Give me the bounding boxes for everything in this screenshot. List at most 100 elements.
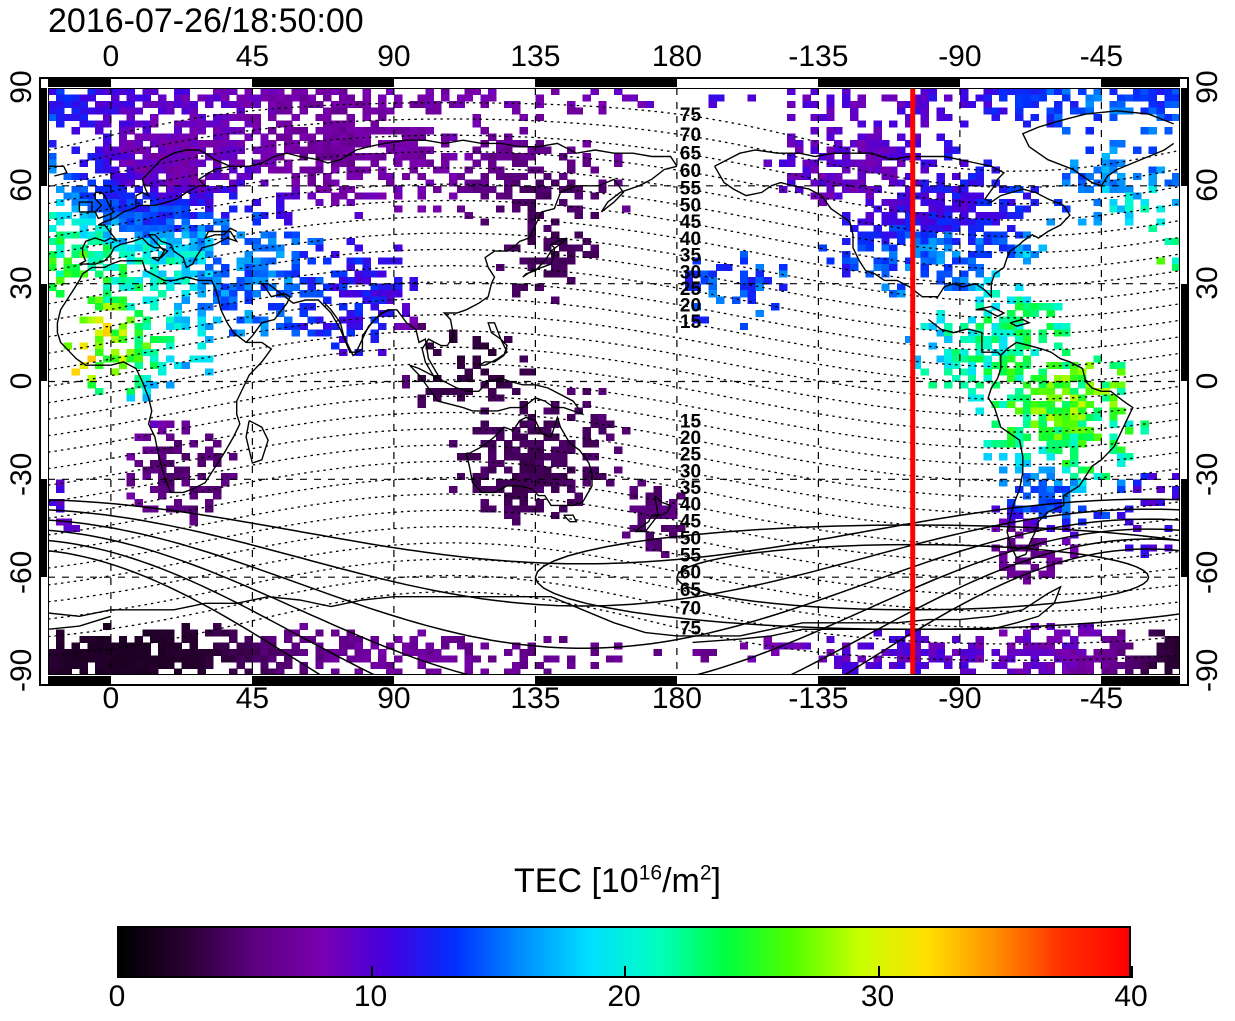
contour-value-label: 45 [680, 212, 702, 233]
colorbar-tick [877, 966, 880, 978]
x-tick-label-bottom: -45 [1079, 682, 1124, 715]
y-tick-label-left: 90 [5, 70, 38, 104]
frame-block-left [39, 479, 47, 578]
contour-value-label: 55 [680, 545, 702, 566]
contour-value-label: 35 [680, 246, 702, 267]
contour-labels: 7570656055504540353025201515202530354045… [680, 105, 702, 640]
frame-block-right [1181, 479, 1189, 578]
colorbar-title: TEC [1016/m2] [0, 862, 1235, 901]
contour-value-label: 25 [680, 445, 702, 466]
contour-value-label: 25 [680, 279, 702, 300]
contour-value-label: 30 [680, 461, 701, 482]
colorbar-tick-label: 10 [353, 980, 388, 1013]
y-tick-label-left: -60 [5, 550, 38, 595]
contour-value-label: 75 [680, 105, 702, 126]
colorbar-title-tail: /m [662, 862, 700, 900]
contour-value-label: 70 [680, 125, 701, 146]
y-tick-label-left: 30 [5, 265, 38, 300]
contour-value-label: 50 [680, 195, 701, 216]
x-tick-label-bottom: 90 [377, 682, 411, 715]
map-svg: 7570656055504540353025201515202530354045… [48, 88, 1180, 675]
colorbar-tick-label: 0 [108, 980, 126, 1013]
colorbar-tick [370, 966, 373, 978]
y-tick-label-right: 0 [1191, 372, 1224, 389]
colorbar-tick-label: 20 [607, 980, 641, 1013]
x-tick-label-bottom: -135 [788, 682, 849, 715]
contour-value-label: 50 [680, 528, 701, 549]
x-tick-label-top: 180 [651, 40, 702, 73]
contour-value-label: 75 [680, 619, 702, 640]
x-tick-label-top: -90 [938, 40, 982, 73]
contour-value-label: 15 [680, 312, 702, 333]
contour-value-label: 65 [680, 143, 702, 164]
x-tick-label-top: -135 [788, 40, 849, 73]
map-canvas: 75 70 65 60 55 50 45 40 35 30 25 20 15 15 20 25 30 35 40 45… [48, 88, 1180, 675]
y-tick-label-right: 60 [1191, 168, 1224, 202]
contour-value-label: 60 [680, 161, 701, 182]
colorbar-title-close: ] [711, 862, 721, 900]
plot-frame-right [1187, 77, 1189, 686]
frame-block-bottom [535, 676, 677, 684]
x-tick-label-bottom: 45 [235, 682, 270, 715]
x-tick-label-bottom: 135 [510, 682, 561, 715]
frame-block-right [1181, 283, 1189, 382]
y-tick-label-right: -60 [1191, 550, 1224, 595]
frame-block-bottom [818, 676, 960, 684]
y-tick-label-right: -30 [1191, 452, 1224, 497]
y-tick-label-right: -90 [1191, 648, 1224, 692]
contour-value-label: 60 [680, 563, 701, 584]
contour-value-label: 35 [680, 478, 702, 499]
y-tick-label-right: 90 [1191, 70, 1224, 104]
frame-block-top [252, 79, 394, 87]
colorbar-tick [624, 966, 626, 978]
plot-frame-bottom [39, 684, 1189, 686]
x-tick-label-bottom: -90 [938, 682, 982, 715]
page-title: 2016-07-26/18:50:00 [48, 2, 364, 40]
colorbar-title-text: TEC [10 [514, 862, 639, 900]
frame-block-left [39, 283, 47, 382]
colorbar-tick-labels: 0 10 20 30 40 [0, 980, 1235, 1020]
plot-frame-top [39, 77, 1189, 79]
contour-value-label: 40 [680, 495, 701, 516]
x-tick-label-top: 0 [102, 40, 120, 73]
colorbar-tick [1131, 966, 1133, 978]
x-axis-labels-bottom: 0 45 90 135 180 -135 -90 -45 [0, 682, 1235, 718]
plot-frame-left [39, 77, 41, 686]
colorbar[interactable] [117, 926, 1133, 978]
frame-block-top [535, 79, 677, 87]
frame-block-bottom [1101, 676, 1180, 684]
frame-block-top [1101, 79, 1180, 87]
contour-value-label: 20 [680, 296, 701, 317]
x-tick-label-top: 135 [510, 40, 561, 73]
contour-value-label: 65 [680, 580, 702, 601]
y-tick-label-left: -90 [5, 648, 38, 692]
x-tick-label-bottom: 0 [102, 682, 120, 715]
contour-value-label: 30 [680, 262, 701, 283]
frame-block-bottom [252, 676, 394, 684]
contour-value-label: 15 [680, 411, 702, 432]
contour-value-label: 70 [680, 598, 701, 619]
tec-map-plot: 75 70 65 60 55 50 45 40 35 30 25 20 15 15 20 25 30 35 40 45… [48, 88, 1180, 675]
contour-value-label: 20 [680, 428, 701, 449]
y-tick-label-left: 0 [5, 372, 38, 389]
colorbar-tick [117, 966, 119, 978]
magnetic-latitude-contours [48, 102, 1180, 661]
colorbar-title-tail-exponent: 2 [699, 861, 712, 885]
x-tick-label-bottom: 180 [651, 682, 702, 715]
x-axis-labels-top: 0 45 90 135 180 -135 -90 -45 [0, 40, 1235, 76]
contour-value-label: 40 [680, 229, 701, 250]
magnetic-field-contours [48, 498, 1180, 675]
colorbar-tick-label: 30 [860, 980, 895, 1013]
contour-value-label: 45 [680, 511, 702, 532]
y-tick-label-left: -30 [5, 452, 38, 497]
frame-block-left [39, 88, 47, 186]
colorbar-title-exponent: 16 [638, 861, 663, 885]
frame-block-bottom [48, 676, 111, 684]
y-tick-label-left: 60 [5, 168, 38, 202]
x-tick-label-top: 45 [235, 40, 270, 73]
colorbar-tick-label: 40 [1114, 980, 1148, 1013]
frame-block-top [48, 79, 111, 87]
contour-value-label: 55 [680, 178, 702, 199]
x-tick-label-top: 90 [377, 40, 411, 73]
frame-block-right [1181, 88, 1189, 186]
